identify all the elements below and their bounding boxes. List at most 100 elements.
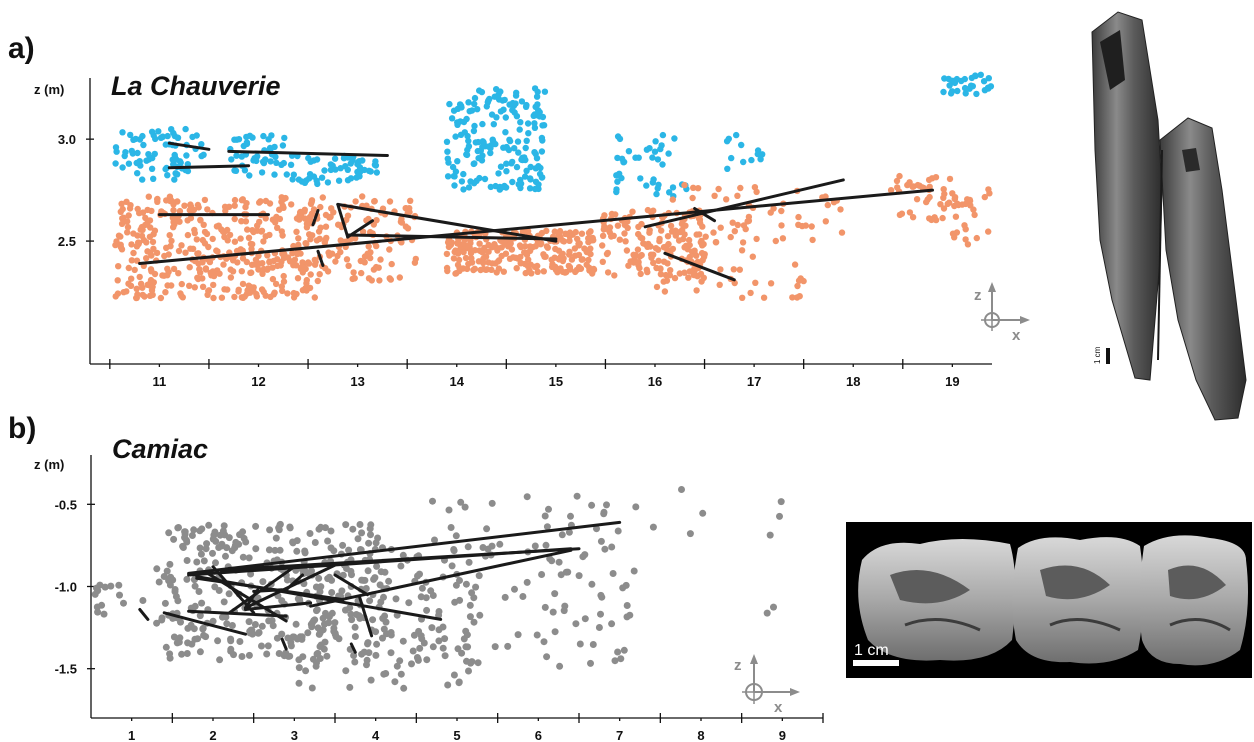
data-point (561, 602, 569, 610)
teeth-photo: 1 cm (846, 522, 1252, 678)
data-point (239, 247, 246, 254)
data-point (149, 283, 156, 291)
data-point (125, 160, 133, 167)
data-point (372, 162, 380, 169)
data-point (359, 193, 366, 200)
data-point (475, 572, 483, 580)
data-point (635, 230, 642, 238)
data-point (166, 560, 174, 568)
data-point (630, 251, 637, 258)
data-point (585, 256, 592, 264)
data-point (161, 599, 169, 607)
data-point (143, 255, 150, 262)
data-point (289, 538, 297, 546)
data-point (293, 547, 301, 555)
data-point (123, 198, 130, 205)
data-point (649, 154, 656, 161)
data-point (558, 531, 566, 539)
data-point (476, 240, 483, 247)
data-point (396, 657, 404, 665)
data-point (118, 200, 125, 207)
data-point (590, 237, 597, 244)
data-point (939, 214, 946, 222)
data-point (450, 546, 458, 553)
data-point (160, 573, 168, 580)
data-point (545, 505, 552, 513)
data-point (926, 193, 933, 201)
data-point (302, 667, 310, 675)
data-point (170, 535, 178, 543)
data-point (605, 227, 613, 234)
data-point (245, 618, 253, 626)
data-point (778, 222, 785, 229)
data-point (985, 75, 992, 82)
data-point (599, 232, 607, 239)
data-point (443, 250, 451, 258)
data-point (777, 498, 785, 506)
data-point (906, 209, 914, 216)
data-point (279, 196, 287, 203)
data-point (181, 202, 188, 209)
data-point (502, 184, 510, 191)
data-point (295, 664, 303, 672)
data-point (262, 197, 270, 205)
data-point (700, 241, 707, 248)
data-point (696, 231, 703, 238)
data-point (985, 228, 992, 235)
data-point (667, 267, 674, 274)
data-point (348, 616, 356, 624)
data-point (541, 512, 549, 520)
data-point (932, 174, 940, 181)
x-tick-label: 6 (535, 728, 542, 742)
data-point (730, 266, 737, 273)
data-point (479, 249, 486, 256)
data-point (423, 606, 431, 614)
refit-line (138, 188, 934, 265)
data-point (248, 245, 255, 253)
data-point (493, 114, 500, 121)
data-point (567, 512, 574, 520)
data-point (131, 266, 138, 274)
data-point (476, 174, 483, 182)
data-point (940, 186, 947, 193)
data-point (458, 649, 466, 657)
data-point (669, 184, 677, 191)
data-point (522, 243, 529, 250)
data-point (124, 218, 131, 225)
data-point (301, 264, 308, 272)
data-point (435, 611, 443, 619)
data-point (214, 637, 222, 645)
data-point (926, 183, 933, 190)
x-tick-label: 13 (350, 374, 364, 389)
data-point (191, 284, 198, 291)
data-point (444, 239, 452, 246)
data-point (487, 183, 494, 191)
data-point (539, 113, 547, 121)
data-point (654, 246, 662, 253)
data-point (657, 145, 664, 153)
data-point (145, 193, 152, 200)
x-tick-label: 18 (846, 374, 860, 389)
data-point (937, 201, 944, 208)
data-point (249, 241, 256, 248)
data-point (576, 640, 584, 648)
data-point (176, 218, 183, 225)
data-point (753, 235, 760, 243)
data-point (514, 631, 522, 639)
data-point (325, 249, 332, 256)
data-point (231, 215, 238, 223)
data-point (466, 601, 474, 609)
data-point (477, 266, 484, 274)
data-point (136, 273, 143, 281)
data-point (725, 135, 732, 142)
data-point (321, 620, 328, 628)
data-point (795, 213, 802, 221)
data-point (697, 270, 705, 278)
compass-z-arrowhead (750, 654, 758, 664)
data-point (513, 265, 520, 272)
data-point (151, 227, 159, 234)
data-point (541, 603, 549, 611)
data-point (216, 656, 224, 664)
plot-la-chauverie: 11 12 13 14 15 16 17 18 19 2.5 3.0 (58, 71, 995, 389)
data-point (573, 492, 581, 500)
